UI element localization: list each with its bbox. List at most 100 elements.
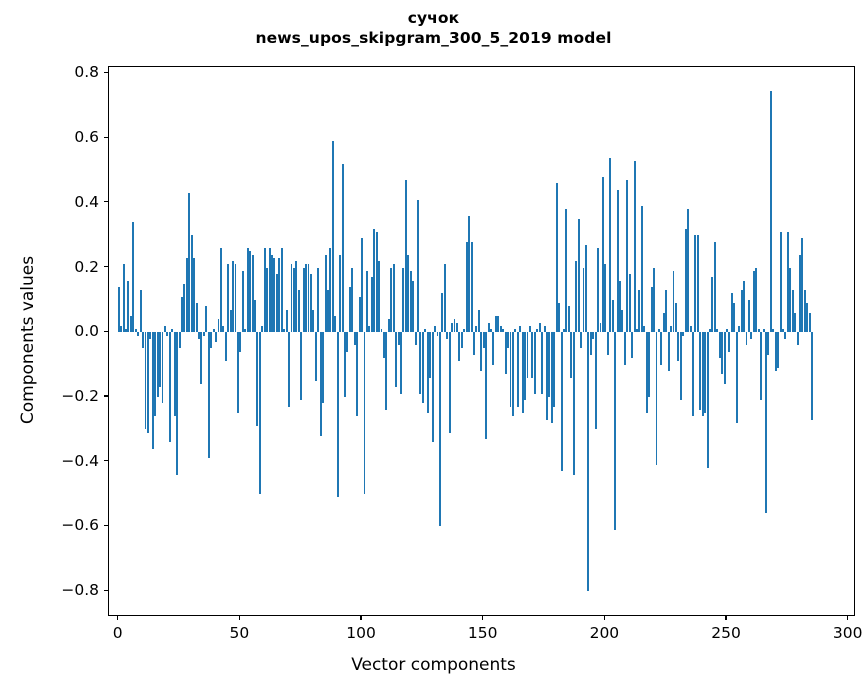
bar bbox=[718, 332, 721, 359]
bar bbox=[380, 329, 383, 333]
bar bbox=[648, 332, 651, 397]
bar bbox=[302, 267, 305, 333]
bar bbox=[633, 160, 636, 333]
bar bbox=[251, 254, 254, 333]
bar bbox=[455, 322, 458, 333]
bar bbox=[653, 267, 655, 333]
bar bbox=[711, 277, 714, 333]
bar bbox=[443, 264, 446, 333]
bar bbox=[185, 257, 188, 333]
bar bbox=[716, 329, 719, 333]
bar bbox=[626, 180, 629, 333]
bar bbox=[438, 332, 441, 527]
bar bbox=[614, 332, 617, 530]
bar bbox=[631, 332, 634, 359]
chart-title-line-2: news_upos_skipgram_300_5_2019 model bbox=[255, 29, 612, 48]
y-axis-tick-labels: 0.8 0.6 0.4 0.2 0.0 −0.2 −0.4 −0.6 −0.8 bbox=[0, 0, 99, 696]
bar bbox=[650, 287, 653, 333]
bar bbox=[331, 141, 334, 333]
bar bbox=[609, 157, 612, 333]
bar bbox=[750, 332, 753, 339]
bar bbox=[701, 332, 704, 417]
bar bbox=[738, 325, 741, 333]
bar bbox=[268, 248, 271, 333]
bar bbox=[412, 280, 415, 333]
bar bbox=[584, 244, 587, 333]
y-tick-label: 0.4 bbox=[74, 192, 99, 211]
bar bbox=[548, 332, 551, 397]
bar bbox=[808, 312, 811, 333]
bar bbox=[762, 329, 765, 333]
bar bbox=[779, 232, 782, 333]
bar bbox=[451, 322, 454, 333]
bar bbox=[560, 332, 563, 472]
bar bbox=[533, 332, 536, 394]
bar bbox=[589, 332, 592, 355]
bar bbox=[538, 322, 541, 333]
bar bbox=[436, 332, 439, 336]
bar bbox=[504, 332, 507, 375]
bar bbox=[249, 251, 252, 333]
bar bbox=[509, 332, 512, 407]
bar bbox=[772, 329, 775, 333]
x-tick-mark bbox=[725, 616, 727, 620]
bar bbox=[346, 332, 349, 352]
y-tick-mark bbox=[104, 265, 108, 268]
bar bbox=[361, 238, 364, 333]
bar bbox=[757, 329, 760, 333]
bar bbox=[215, 332, 218, 342]
bar bbox=[713, 241, 716, 333]
bar bbox=[205, 306, 208, 333]
bar bbox=[307, 264, 310, 333]
bar bbox=[687, 209, 690, 333]
bar bbox=[699, 332, 702, 410]
bar bbox=[288, 332, 291, 407]
bar bbox=[370, 277, 373, 333]
x-tick-mark bbox=[482, 616, 484, 620]
bar bbox=[655, 332, 658, 465]
bar bbox=[222, 325, 225, 333]
bar bbox=[786, 232, 789, 333]
bar bbox=[317, 267, 320, 333]
bar bbox=[275, 274, 278, 333]
bar bbox=[144, 332, 147, 430]
bar bbox=[171, 329, 174, 333]
x-tick-mark bbox=[360, 616, 362, 620]
bar bbox=[190, 235, 193, 333]
bar bbox=[453, 319, 456, 333]
bar bbox=[382, 332, 385, 359]
bar bbox=[188, 193, 191, 333]
y-tick-mark bbox=[104, 136, 108, 138]
y-tick-label: 0.6 bbox=[74, 128, 99, 147]
bar bbox=[336, 332, 339, 498]
bar bbox=[463, 329, 466, 333]
bar bbox=[662, 312, 665, 333]
y-tick-label: −0.6 bbox=[61, 516, 99, 535]
bar bbox=[543, 325, 546, 333]
bar bbox=[446, 332, 449, 339]
bar bbox=[246, 248, 249, 333]
x-tick-mark bbox=[603, 616, 605, 620]
bar bbox=[677, 332, 680, 362]
bar bbox=[628, 274, 631, 333]
bar bbox=[477, 309, 480, 333]
bar bbox=[692, 332, 694, 417]
bar bbox=[660, 332, 663, 365]
bar bbox=[207, 332, 210, 459]
bar bbox=[777, 332, 780, 368]
bar bbox=[645, 332, 648, 414]
bar bbox=[594, 332, 597, 430]
bar bbox=[159, 332, 162, 388]
bar bbox=[555, 183, 558, 333]
bar bbox=[458, 332, 461, 362]
bar bbox=[344, 332, 346, 397]
bar bbox=[782, 329, 784, 333]
chart-title: сучок news_upos_skipgram_300_5_2019 mode… bbox=[0, 8, 867, 48]
bar bbox=[567, 306, 570, 333]
bar bbox=[640, 206, 643, 333]
bar bbox=[407, 254, 410, 333]
bar bbox=[507, 332, 509, 349]
bar bbox=[709, 329, 711, 333]
bar bbox=[735, 332, 738, 423]
bar bbox=[229, 309, 232, 333]
